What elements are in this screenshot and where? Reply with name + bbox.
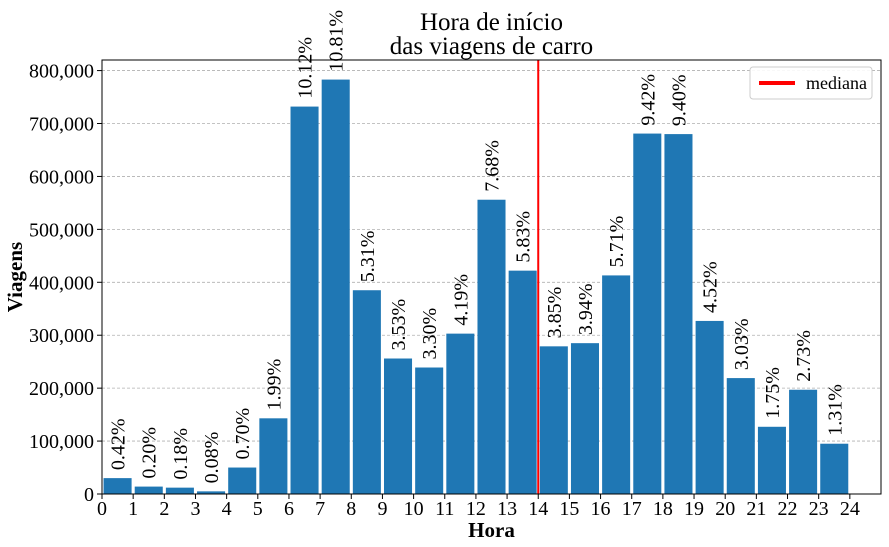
y-tick-label: 600,000 (29, 166, 94, 188)
x-tick-label: 1 (128, 498, 138, 520)
x-tick-label: 5 (253, 498, 263, 520)
x-tick-label: 7 (315, 498, 325, 520)
bar-hour-22 (789, 389, 818, 494)
bar-hour-9 (383, 358, 413, 494)
bar-percent-label: 10.12% (295, 37, 317, 99)
x-tick-label: 18 (653, 498, 673, 520)
bar-percent-label: 3.30% (419, 308, 441, 360)
x-tick-label: 4 (222, 498, 232, 520)
bar-percent-label: 5.71% (606, 216, 628, 268)
chart-title-line: Hora de início (420, 9, 563, 36)
x-tick-label: 10 (404, 498, 424, 520)
x-tick-label: 9 (377, 498, 387, 520)
bar-hour-6 (290, 106, 319, 494)
x-tick-label: 21 (746, 498, 766, 520)
bar-hour-0 (103, 478, 132, 494)
bar-percent-label: 4.52% (700, 261, 722, 313)
bar-hour-2 (165, 487, 194, 494)
bar-percent-label: 2.73% (793, 330, 815, 382)
bar-hour-12 (477, 199, 506, 495)
x-tick-label: 3 (190, 498, 200, 520)
x-tick-label: 13 (497, 498, 517, 520)
bar-percent-label: 7.68% (482, 140, 504, 192)
legend: mediana (749, 66, 873, 100)
bar-hour-23 (820, 443, 849, 494)
x-axis-ticks: 0 1 2 3 4 5 6 7 8 9 10 11 12 13 14 15 16 17 18 19 20 21 22 23 24 (97, 494, 860, 520)
x-tick-label: 16 (591, 498, 611, 520)
bar-hour-17 (633, 133, 662, 494)
x-tick-label: 22 (778, 498, 798, 520)
x-tick-label: 17 (622, 498, 642, 520)
plot-frame-rect (101, 59, 882, 495)
bar-hour-15 (570, 343, 600, 494)
bar-percent-labels: 0.42% 0.20% 0.18% 0.08% 0.70% 1.99% 10.12% 10.8… (108, 10, 847, 483)
bar-percent-label: 4.19% (450, 274, 472, 326)
bar-percent-label: 9.40% (668, 74, 690, 126)
x-tick-label: 0 (97, 498, 107, 520)
y-tick-label: 500,000 (29, 219, 94, 241)
y-axis-ticks: 0 100,000 200,000 300,000 400,000 500,000 600,… (29, 61, 102, 506)
bar-percent-label: 3.94% (575, 283, 597, 335)
y-tick-label: 700,000 (29, 114, 94, 136)
bar-percent-label: 3.53% (388, 299, 410, 351)
y-axis-label: Viagens (3, 242, 27, 312)
bar-percent-label: 1.75% (762, 367, 784, 419)
bar-percent-label: 0.18% (170, 428, 192, 480)
legend-box (749, 66, 873, 100)
bar-hour-16 (602, 275, 631, 494)
y-tick-label: 300,000 (29, 325, 94, 347)
bar-hour-19 (695, 320, 724, 494)
x-tick-label: 6 (284, 498, 294, 520)
bar-hour-13 (508, 270, 537, 494)
bar-hour-8 (352, 290, 381, 494)
y-tick-label: 200,000 (29, 378, 94, 400)
bar-percent-label: 0.70% (232, 408, 254, 460)
bar-hour-4 (228, 467, 257, 494)
bar-hour-14 (539, 346, 568, 494)
bar-percent-label: 5.31% (357, 231, 379, 283)
y-tick-label: 0 (84, 484, 94, 506)
x-tick-label: 20 (715, 498, 735, 520)
bar-percent-label: 3.03% (731, 318, 753, 370)
bar-hour-20 (726, 378, 755, 494)
bars (103, 79, 849, 495)
chart-title-line: das viagens de carro (390, 33, 593, 60)
bar-hour-1 (134, 486, 163, 494)
plot-frame (101, 59, 882, 495)
y-tick-label: 100,000 (29, 431, 94, 453)
x-tick-label: 24 (840, 498, 860, 520)
bar-percent-label: 1.31% (824, 384, 846, 436)
bar-percent-label: 0.42% (108, 418, 130, 470)
bar-hour-18 (664, 134, 693, 494)
bar-hour-21 (757, 426, 786, 494)
y-tick-label: 800,000 (29, 61, 94, 83)
x-tick-label: 23 (809, 498, 829, 520)
bar-percent-label: 1.99% (263, 359, 285, 411)
bar-percent-label: 0.20% (139, 427, 161, 479)
x-tick-label: 8 (346, 498, 356, 520)
bar-hour-7 (321, 79, 350, 495)
x-tick-label: 19 (684, 498, 704, 520)
x-tick-label: 11 (435, 498, 454, 520)
bar-percent-label: 10.81% (326, 10, 348, 72)
bar-hour-10 (415, 367, 444, 494)
x-tick-label: 15 (559, 498, 579, 520)
bar-percent-label: 3.85% (544, 287, 566, 339)
bar-percent-label: 9.42% (637, 74, 659, 126)
bar-percent-label: 0.08% (201, 432, 223, 484)
bar-hour-3 (197, 491, 226, 494)
x-tick-label: 14 (528, 498, 548, 520)
legend-label-median: mediana (806, 73, 867, 93)
bar-percent-label: 5.83% (513, 211, 535, 263)
x-tick-label: 2 (159, 498, 169, 520)
x-tick-label: 12 (466, 498, 486, 520)
y-tick-label: 400,000 (29, 272, 94, 294)
bar-hour-11 (446, 333, 475, 494)
bar-hour-5 (259, 418, 288, 494)
x-axis-label: Hora (468, 518, 515, 542)
